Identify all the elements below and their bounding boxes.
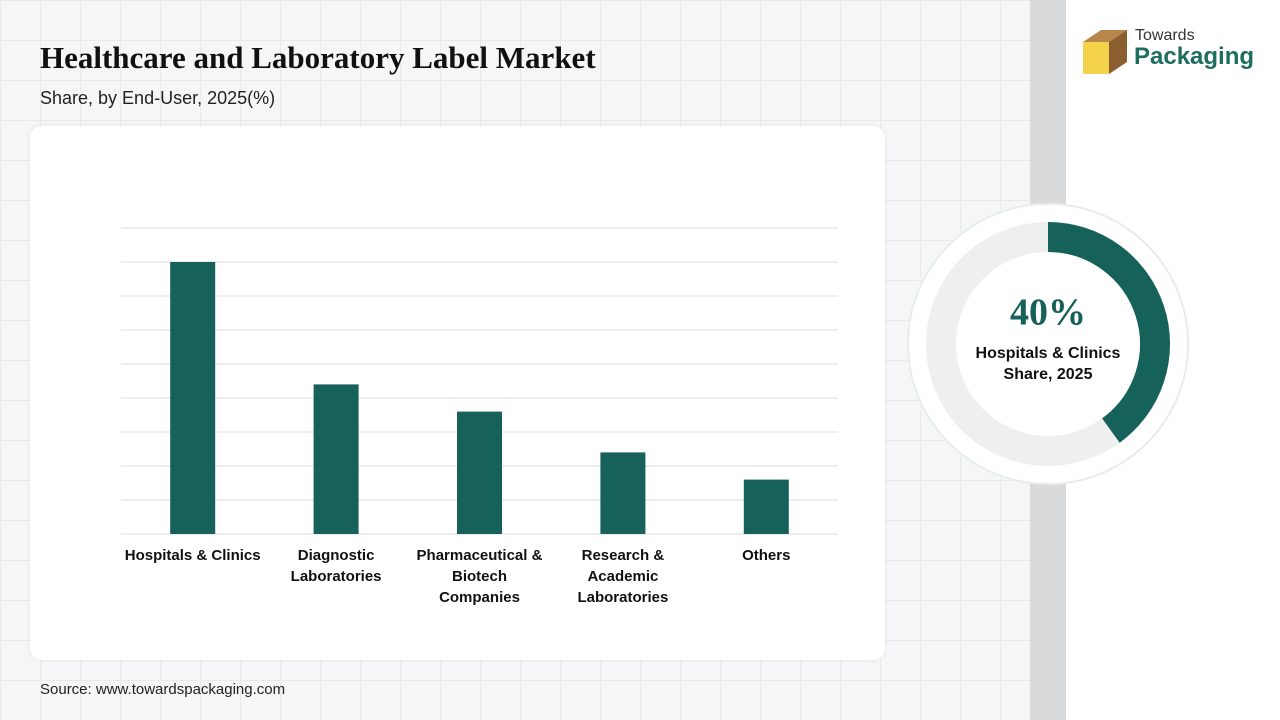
x-tick-label: Diagnostic Laboratories [290, 547, 382, 585]
bar [170, 262, 216, 534]
x-tick-label: Research & Academic Laboratories [577, 547, 669, 606]
donut-label: Share, 2025 [1004, 366, 1093, 383]
logo-text: Towards [1135, 27, 1195, 44]
donut-arc [1047, 222, 1170, 443]
bar [313, 384, 359, 534]
logo-icon [1083, 30, 1127, 74]
logo-text: Packaging [1134, 43, 1255, 70]
x-tick-label: Pharmaceutical & Biotech Companies [416, 547, 543, 606]
x-tick-label: Hospitals & Clinics [124, 547, 261, 564]
source: Source: www.towardspackaging.com [40, 681, 286, 698]
chart-subtitle: Share, by End-User, 2025(%) [40, 88, 276, 108]
chart-title: Healthcare and Laboratory Label Market [40, 40, 596, 75]
donut-value: 40% [1010, 292, 1086, 334]
donut-label: Hospitals & Clinics [976, 345, 1121, 362]
bar [457, 411, 502, 534]
bar [743, 479, 789, 534]
bar [600, 452, 646, 534]
x-tick-label: Others [742, 547, 791, 564]
